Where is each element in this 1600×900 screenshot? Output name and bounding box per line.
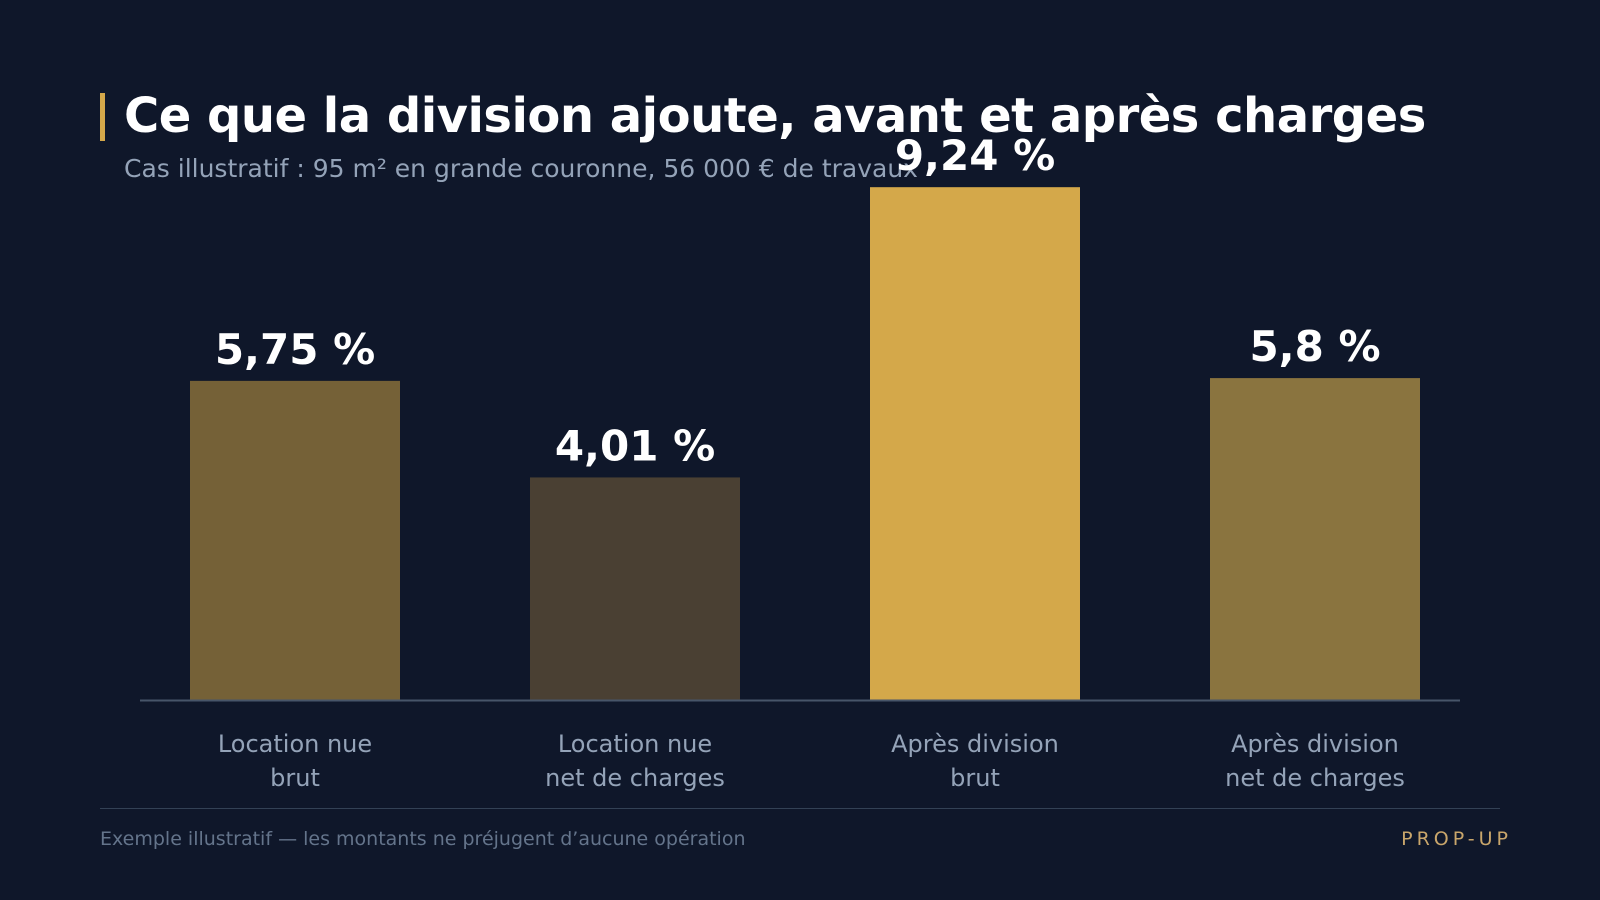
- title-accent-bar: [100, 93, 105, 141]
- category-label-2-line-2: net de charges: [545, 764, 725, 792]
- category-label-1-line-1: Location nue: [218, 730, 372, 758]
- value-label-2: 4,01 %: [555, 421, 715, 470]
- footer-divider: [100, 808, 1500, 809]
- brand-logo: PROP-UP: [1401, 828, 1512, 850]
- page-title: Ce que la division ajoute, avant et aprè…: [124, 88, 1426, 144]
- category-label-2-line-1: Location nue: [558, 730, 712, 758]
- value-label-4: 5,8 %: [1249, 322, 1380, 371]
- bar-4: [1210, 378, 1420, 700]
- footer-note: Exemple illustratif — les montants ne pr…: [100, 828, 746, 850]
- value-label-1: 5,75 %: [215, 325, 375, 374]
- category-label-4-line-2: net de charges: [1225, 764, 1405, 792]
- value-label-3: 9,24 %: [895, 131, 1055, 180]
- category-label-3-line-1: Après division: [891, 730, 1059, 758]
- category-label-3-line-2: brut: [950, 764, 1000, 792]
- category-label-4-line-1: Après division: [1231, 730, 1399, 758]
- bar-2: [530, 477, 740, 700]
- category-label-1-line-2: brut: [270, 764, 320, 792]
- page-subtitle: Cas illustratif : 95 m² en grande couron…: [124, 154, 918, 183]
- bar-3: [870, 187, 1080, 700]
- bar-1: [190, 380, 400, 700]
